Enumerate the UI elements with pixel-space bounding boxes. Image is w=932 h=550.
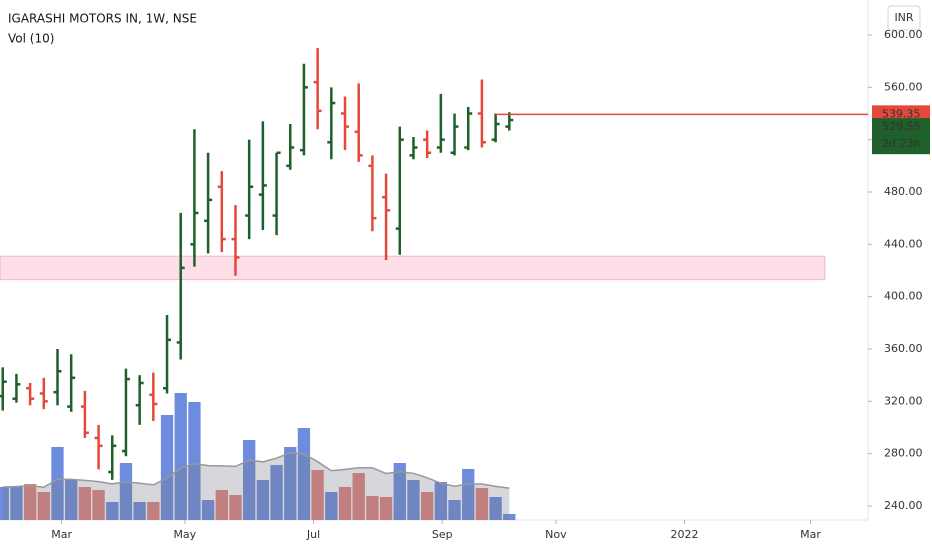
volume-bar bbox=[393, 463, 406, 520]
x-tick-label: Jul bbox=[306, 528, 320, 541]
volume-bar bbox=[366, 496, 379, 520]
volume-bar bbox=[503, 514, 516, 520]
volume-bar bbox=[475, 488, 489, 520]
volume-bar bbox=[106, 502, 119, 520]
volume-bar bbox=[489, 497, 502, 520]
volume-bar bbox=[407, 480, 420, 520]
y-tick-label: 560.00 bbox=[884, 80, 923, 93]
volume-bar bbox=[65, 480, 78, 520]
current-price-badge bbox=[872, 118, 930, 155]
volume-bar bbox=[215, 490, 228, 520]
volume-bar bbox=[256, 480, 270, 520]
volume-bar bbox=[174, 393, 187, 520]
x-tick-label: Nov bbox=[545, 528, 567, 541]
volume-ma-line bbox=[2, 451, 510, 489]
volume-title: Vol (10) bbox=[8, 32, 54, 46]
price-zone bbox=[0, 255, 826, 281]
y-tick-label: 440.00 bbox=[884, 237, 923, 250]
volume-bar bbox=[311, 470, 324, 520]
volume-ma-area bbox=[2, 452, 510, 520]
volume-bar bbox=[297, 428, 311, 520]
volume-bar bbox=[434, 482, 448, 520]
x-tick-label: Mar bbox=[51, 528, 72, 541]
volume-bar bbox=[37, 492, 50, 520]
volume-bar bbox=[379, 497, 393, 520]
y-tick-label: 480.00 bbox=[884, 185, 923, 198]
volume-bar bbox=[119, 463, 133, 520]
volume-bar bbox=[0, 487, 9, 520]
x-tick-label: Mar bbox=[800, 528, 821, 541]
volume-bar bbox=[133, 502, 146, 520]
currency[interactable]: INR bbox=[894, 11, 913, 24]
volume-bar bbox=[420, 492, 434, 520]
chart-title: IGARASHI MOTORS IN, 1W, NSE bbox=[8, 12, 197, 26]
y-tick-label: 320.00 bbox=[884, 394, 923, 407]
volume-bar bbox=[147, 502, 160, 520]
volume-bar bbox=[160, 415, 174, 520]
y-tick-label: 600.00 bbox=[884, 28, 923, 41]
x-tick-label: 2022 bbox=[671, 528, 699, 541]
countdown: 2d 23h bbox=[882, 137, 920, 150]
volume-bar bbox=[448, 500, 461, 520]
volume-bar bbox=[188, 402, 201, 520]
volume-bar bbox=[92, 490, 105, 520]
y-tick-label: 240.00 bbox=[884, 499, 923, 512]
currency-box[interactable] bbox=[887, 5, 921, 31]
x-tick-label: Sep bbox=[432, 528, 453, 541]
volume-bar bbox=[325, 492, 338, 520]
y-tick-label: 400.00 bbox=[884, 290, 923, 303]
y-tick-label: 360.00 bbox=[884, 342, 923, 355]
x-tick-label: May bbox=[173, 528, 196, 541]
volume-bar bbox=[10, 486, 23, 520]
volume-bar bbox=[23, 484, 37, 520]
y-tick-label: 280.00 bbox=[884, 447, 923, 460]
volume-bar bbox=[201, 500, 215, 520]
volume-bar bbox=[352, 473, 365, 520]
volume-bar bbox=[270, 465, 283, 520]
volume-bar bbox=[78, 487, 92, 520]
volume-bar bbox=[462, 469, 475, 520]
volume-bar bbox=[338, 487, 352, 520]
volume-bar bbox=[229, 495, 242, 520]
volume-bar bbox=[51, 447, 64, 520]
last-price-label: 539.35 bbox=[882, 107, 921, 120]
volume-bar bbox=[284, 447, 297, 520]
current-price-label: 529.55 bbox=[882, 120, 921, 133]
